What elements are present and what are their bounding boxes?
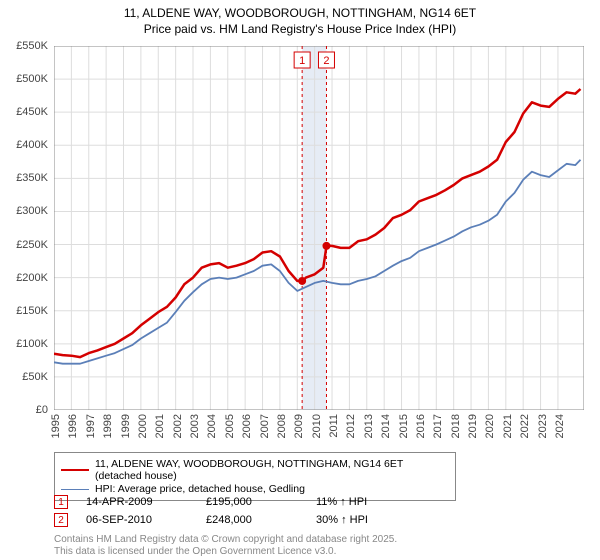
- x-tick-label: 2015: [398, 414, 410, 438]
- attribution-line1: Contains HM Land Registry data © Crown c…: [54, 534, 397, 546]
- sale-date: 14-APR-2009: [86, 496, 206, 508]
- y-tick-label: £550K: [16, 40, 48, 52]
- y-tick-label: £450K: [16, 106, 48, 118]
- y-tick-label: £350K: [16, 172, 48, 184]
- y-tick-label: £200K: [16, 272, 48, 284]
- x-tick-label: 2021: [502, 414, 514, 438]
- x-axis: 1995199619971998199920002001200220032004…: [54, 410, 584, 450]
- x-tick-label: 2020: [484, 414, 496, 438]
- attribution: Contains HM Land Registry data © Crown c…: [54, 534, 397, 558]
- legend-swatch-hpi: [61, 489, 89, 490]
- x-tick-label: 2017: [432, 414, 444, 438]
- x-tick-label: 2011: [328, 414, 340, 438]
- page-title-line1: 11, ALDENE WAY, WOODBOROUGH, NOTTINGHAM,…: [0, 6, 600, 22]
- y-axis: £0£50K£100K£150K£200K£250K£300K£350K£400…: [0, 46, 52, 410]
- x-tick-label: 1999: [120, 414, 132, 438]
- y-tick-label: £300K: [16, 205, 48, 217]
- sales-table: 1 14-APR-2009 £195,000 11% ↑ HPI 2 06-SE…: [54, 493, 584, 529]
- legend-label-price-paid: 11, ALDENE WAY, WOODBOROUGH, NOTTINGHAM,…: [95, 458, 449, 482]
- svg-text:2: 2: [323, 55, 329, 67]
- x-tick-label: 2000: [137, 414, 149, 438]
- sale-marker-1: 1: [54, 495, 68, 509]
- x-tick-label: 2009: [293, 414, 305, 438]
- x-tick-label: 2018: [450, 414, 462, 438]
- sale-price: £248,000: [206, 514, 316, 526]
- x-tick-label: 2006: [241, 414, 253, 438]
- x-tick-label: 1997: [85, 414, 97, 438]
- x-tick-label: 2005: [224, 414, 236, 438]
- x-tick-label: 2024: [554, 414, 566, 438]
- chart-plot-area: 12: [54, 46, 584, 410]
- x-tick-label: 2014: [380, 414, 392, 438]
- y-tick-label: £500K: [16, 73, 48, 85]
- y-tick-label: £100K: [16, 338, 48, 350]
- x-tick-label: 2003: [189, 414, 201, 438]
- y-tick-label: £150K: [16, 305, 48, 317]
- sales-row: 2 06-SEP-2010 £248,000 30% ↑ HPI: [54, 511, 584, 529]
- legend-item-price-paid: 11, ALDENE WAY, WOODBOROUGH, NOTTINGHAM,…: [61, 458, 449, 482]
- y-tick-label: £50K: [22, 371, 48, 383]
- y-tick-label: £400K: [16, 139, 48, 151]
- x-tick-label: 2019: [467, 414, 479, 438]
- x-tick-label: 2012: [345, 414, 357, 438]
- x-tick-label: 2010: [311, 414, 323, 438]
- x-tick-label: 1996: [67, 414, 79, 438]
- x-tick-label: 2007: [259, 414, 271, 438]
- sale-change: 30% ↑ HPI: [316, 514, 368, 526]
- sales-row: 1 14-APR-2009 £195,000 11% ↑ HPI: [54, 493, 584, 511]
- x-tick-label: 2001: [154, 414, 166, 438]
- y-tick-label: £250K: [16, 239, 48, 251]
- x-tick-label: 2023: [537, 414, 549, 438]
- x-tick-label: 2008: [276, 414, 288, 438]
- sale-price: £195,000: [206, 496, 316, 508]
- x-tick-label: 2013: [363, 414, 375, 438]
- x-tick-label: 1998: [102, 414, 114, 438]
- sale-marker-2: 2: [54, 513, 68, 527]
- x-tick-label: 1995: [50, 414, 62, 438]
- y-tick-label: £0: [36, 404, 48, 416]
- sale-date: 06-SEP-2010: [86, 514, 206, 526]
- attribution-line2: This data is licensed under the Open Gov…: [54, 546, 397, 558]
- svg-text:1: 1: [299, 55, 305, 67]
- x-tick-label: 2002: [172, 414, 184, 438]
- x-tick-label: 2016: [415, 414, 427, 438]
- sale-change: 11% ↑ HPI: [316, 496, 367, 508]
- x-tick-label: 2004: [206, 414, 218, 438]
- x-tick-label: 2022: [519, 414, 531, 438]
- legend-swatch-price-paid: [61, 469, 89, 471]
- page-title-line2: Price paid vs. HM Land Registry's House …: [0, 22, 600, 38]
